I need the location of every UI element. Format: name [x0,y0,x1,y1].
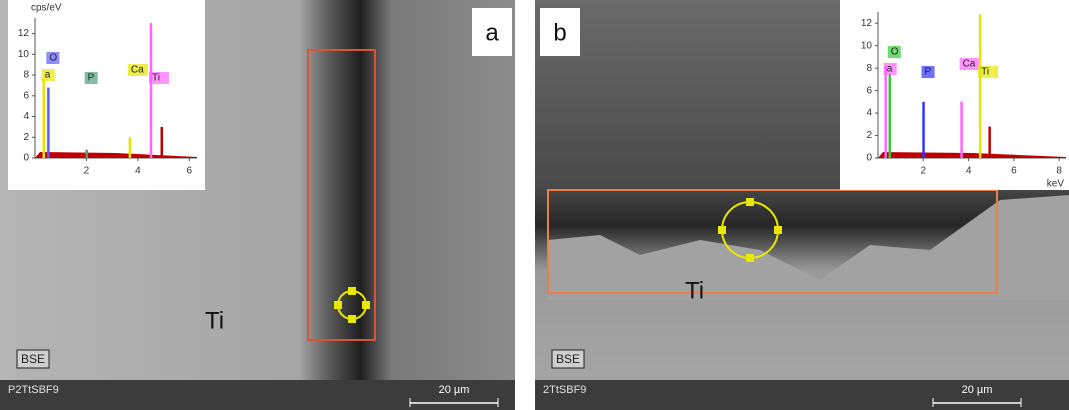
figure: P2TtSBF920 µmBSETia024681012246cps/eVOaP… [0,0,1069,410]
peak-label: O [891,47,899,58]
peak-label: a [887,64,893,75]
scale-bar-label: 20 µm [439,384,470,396]
y-tick-label: 0 [23,153,29,164]
peak-label: Ca [131,65,144,76]
peak-label: Ti [152,73,160,84]
y-tick-label: 10 [18,49,30,60]
page: P2TtSBF920 µmBSETia024681012246cps/eVOaP… [0,0,1069,410]
spot-handle [746,198,754,206]
peak-label: P [925,67,932,78]
x-tick-label: 6 [187,166,193,177]
x-tick-label: 4 [966,166,972,177]
y-tick-label: 0 [866,153,872,164]
spot-handle [348,287,356,295]
detector-label: BSE [21,352,45,366]
panel-tag: b [553,19,566,46]
peak-label: Ca [963,59,976,70]
phase-label: Ti [685,277,704,304]
y-tick-label: 2 [866,130,872,141]
x-unit: keV [1047,179,1065,190]
x-tick-label: 4 [135,166,141,177]
spot-handle [718,226,726,234]
y-tick-label: 6 [866,85,872,96]
y-tick-label: 8 [866,63,872,74]
peak-label: P [88,73,95,84]
y-unit: cps/eV [31,3,62,14]
y-tick-label: 2 [23,132,29,143]
spot-handle [774,226,782,234]
y-tick-label: 12 [861,18,873,29]
detector-label: BSE [556,352,580,366]
scale-bar-label: 20 µm [962,384,993,396]
spot-handle [334,301,342,309]
peak-label: O [49,53,57,64]
spot-handle [746,254,754,262]
peak-label: Ti [981,67,989,78]
sample-name: P2TtSBF9 [8,384,59,396]
x-tick-label: 8 [1056,166,1062,177]
y-tick-label: 10 [861,40,873,51]
phase-label: Ti [205,307,224,334]
inset-bg [8,0,205,190]
x-tick-label: 2 [921,166,927,177]
y-tick-label: 12 [18,28,30,39]
x-tick-label: 2 [84,166,90,177]
spot-handle [348,315,356,323]
y-tick-label: 8 [23,70,29,81]
sample-name: 2TtSBF9 [543,384,586,396]
y-tick-label: 4 [866,108,872,119]
spot-handle [362,301,370,309]
panel-tag: a [485,19,499,46]
y-tick-label: 6 [23,90,29,101]
peak-label: a [45,70,51,81]
inset-bg [840,0,1069,190]
x-tick-label: 6 [1011,166,1017,177]
y-tick-label: 4 [23,111,29,122]
